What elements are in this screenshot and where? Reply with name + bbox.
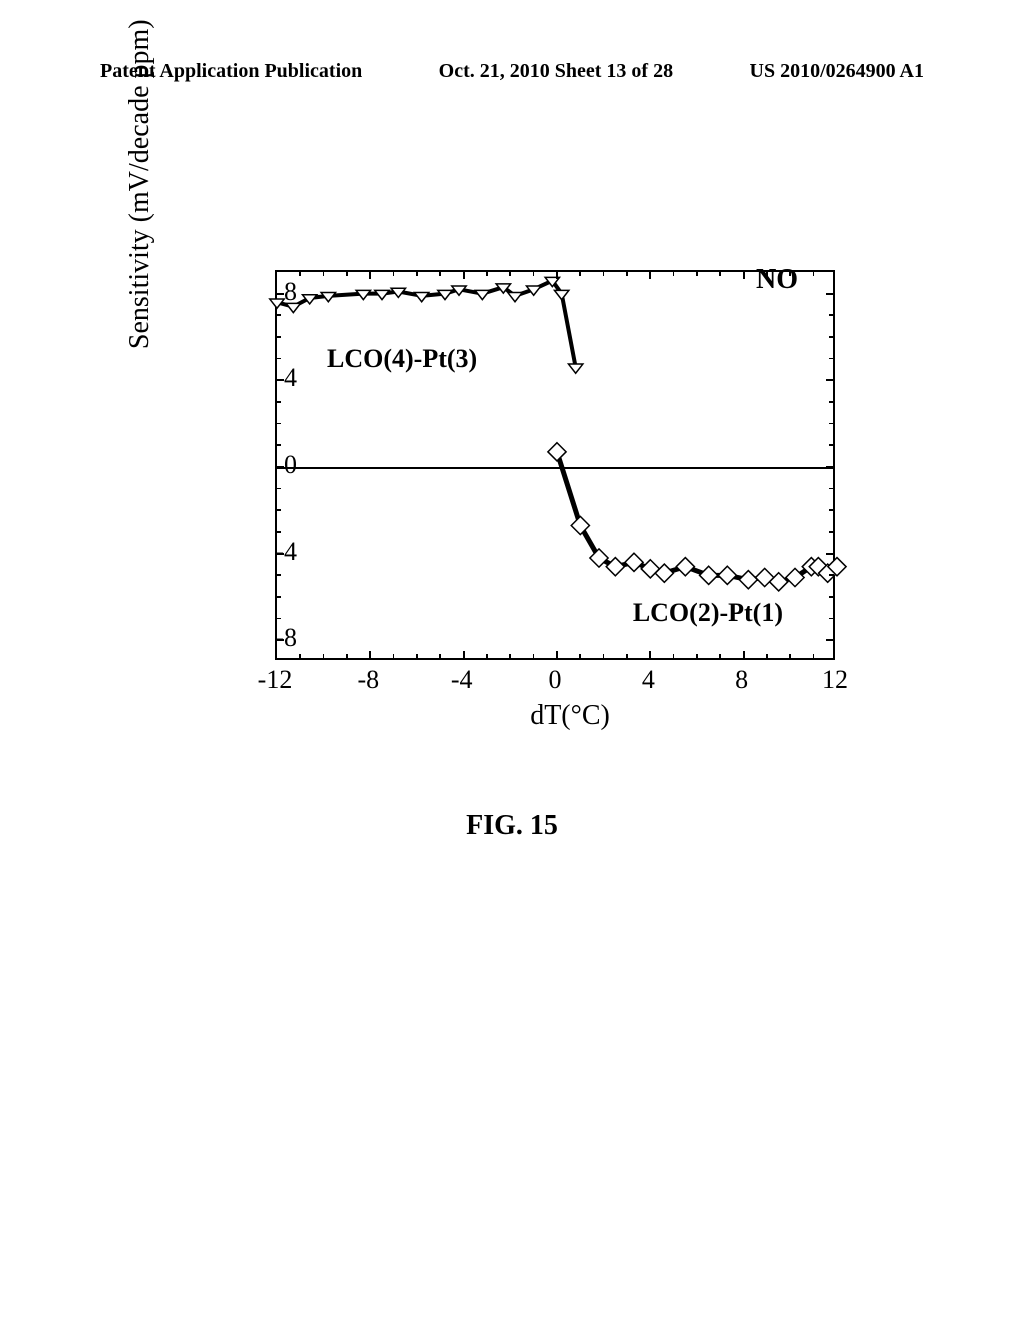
chart-container: Sensitivity (mV/decade ppm) dT(°C) NO LC…: [145, 270, 865, 715]
x-axis-label: dT(°C): [145, 700, 865, 732]
chart-svg: [277, 272, 833, 658]
xtick-label: 8: [735, 665, 748, 695]
xtick-label: -4: [451, 665, 473, 695]
ytick-label: 0: [247, 450, 297, 480]
xtick-label: 12: [822, 665, 848, 695]
header-right: US 2010/0264900 A1: [750, 60, 924, 83]
xtick-label: 0: [549, 665, 562, 695]
ytick-label: -4: [247, 537, 297, 567]
xtick-label: -8: [357, 665, 379, 695]
y-axis-label: Sensitivity (mV/decade ppm): [124, 19, 156, 349]
figure-caption: FIG. 15: [0, 810, 1024, 842]
ytick-label: 4: [247, 363, 297, 393]
ytick-label: -8: [247, 623, 297, 653]
xtick-label: -12: [258, 665, 293, 695]
header-center: Oct. 21, 2010 Sheet 13 of 28: [439, 60, 673, 83]
plot-area: NO LCO(4)-Pt(3) LCO(2)-Pt(1): [275, 270, 835, 660]
xtick-label: 4: [642, 665, 655, 695]
ytick-label: 8: [247, 277, 297, 307]
